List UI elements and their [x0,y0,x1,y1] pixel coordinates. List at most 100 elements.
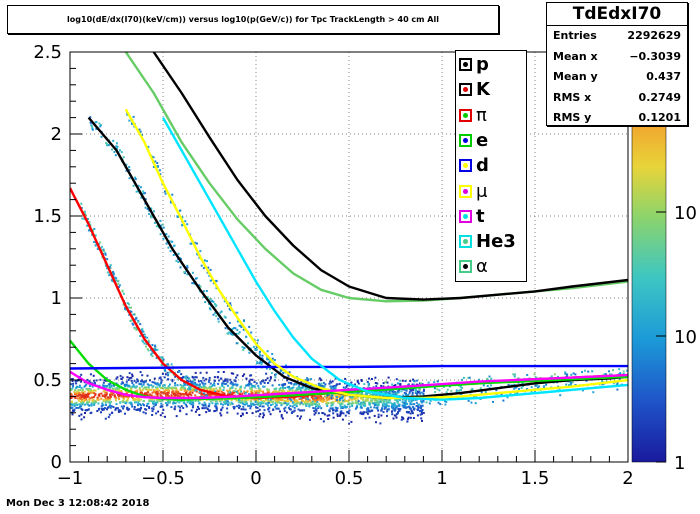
heatmap-cell [75,403,77,406]
heatmap-cell [98,407,100,410]
heatmap-cell [468,376,471,379]
heatmap-cell [164,190,166,193]
heatmap-cell [137,408,140,411]
heatmap-cell [298,383,301,386]
heatmap-cell [105,385,108,387]
heatmap-cell [133,313,136,316]
heatmap-cell [134,178,137,181]
heatmap-cell [110,393,113,395]
heatmap-cell [119,374,122,377]
heatmap-cell [93,402,96,405]
heatmap-cell [202,376,205,379]
legend-entry: p [456,53,526,78]
heatmap-cell [145,404,148,407]
heatmap-cell [93,404,96,406]
heatmap-cell [253,381,256,383]
heatmap-cell [143,381,146,384]
heatmap-cell [72,382,75,385]
heatmap-cell [109,395,112,398]
heatmap-cell [385,400,388,403]
heatmap-cell [195,390,198,393]
heatmap-cell [280,404,283,407]
heatmap-cell [208,376,211,379]
heatmap-cell [359,411,362,414]
heatmap-cell [246,390,249,393]
heatmap-cell [107,144,110,147]
heatmap-cell [151,381,154,384]
heatmap-cell [166,403,169,406]
heatmap-cell [79,389,82,392]
heatmap-cell [175,259,178,262]
heatmap-cell [442,385,445,388]
heatmap-cell [108,274,111,277]
heatmap-cell [130,387,133,390]
heatmap-cell [276,407,279,410]
heatmap-cell [128,384,131,387]
heatmap-cell [171,391,174,394]
heatmap-cell [267,398,270,401]
heatmap-cell [248,404,251,407]
heatmap-cell [272,390,275,393]
heatmap-cell [72,409,74,412]
heatmap-cell [299,417,301,420]
heatmap-cell [183,271,186,274]
heatmap-cell [395,416,398,419]
heatmap-cell [235,384,238,387]
heatmap-cell [257,401,260,404]
heatmap-cell [151,414,154,416]
heatmap-cell [293,404,296,406]
heatmap-cell [146,336,149,339]
legend-label: α [476,256,488,278]
heatmap-cell [104,397,107,400]
heatmap-cell [79,394,82,397]
heatmap-cell [117,393,120,396]
heatmap-cell [106,271,109,274]
heatmap-cell [274,373,277,376]
heatmap-cell [101,403,104,406]
heatmap-cell [107,416,110,419]
legend-marker [459,209,472,223]
heatmap-cell [105,391,108,394]
heatmap-cell [194,410,197,413]
heatmap-cell [105,394,107,397]
heatmap-cell [88,404,91,407]
heatmap-cell [203,401,206,404]
heatmap-cell [111,387,114,390]
heatmap-cell [354,407,357,410]
heatmap-cell [257,410,260,413]
heatmap-cell [183,376,186,379]
heatmap-cell [78,406,81,409]
heatmap-cell [110,391,113,394]
heatmap-cell [89,116,92,119]
heatmap-cell [164,192,167,195]
heatmap-cell [328,397,331,400]
heatmap-cell [516,392,519,394]
stats-row-rms-x: RMS x 0.2749 [547,88,687,109]
heatmap-cell [309,384,312,387]
heatmap-cell [100,411,102,414]
heatmap-cell [260,363,263,366]
heatmap-cell [229,403,232,406]
heatmap-cell [153,221,156,224]
heatmap-cell [184,387,186,390]
stats-value: 0.2749 [638,90,681,104]
heatmap-cell [462,376,465,379]
heatmap-cell [116,376,119,379]
heatmap-cell [362,411,365,414]
heatmap-cell [259,381,262,384]
heatmap-cell [177,405,180,408]
heatmap-cell [305,397,308,400]
heatmap-cell [219,311,222,314]
heatmap-cell [344,414,347,417]
heatmap-cell [301,400,304,403]
heatmap-cell [169,400,172,403]
heatmap-cell [74,389,77,392]
heatmap-cell [409,401,412,404]
heatmap-cell [123,401,126,404]
heatmap-cell [236,374,239,377]
heatmap-cell [288,390,291,393]
heatmap-cell [412,417,415,419]
heatmap-cell [164,389,167,391]
heatmap-cell [158,384,161,387]
heatmap-cell [212,300,215,303]
